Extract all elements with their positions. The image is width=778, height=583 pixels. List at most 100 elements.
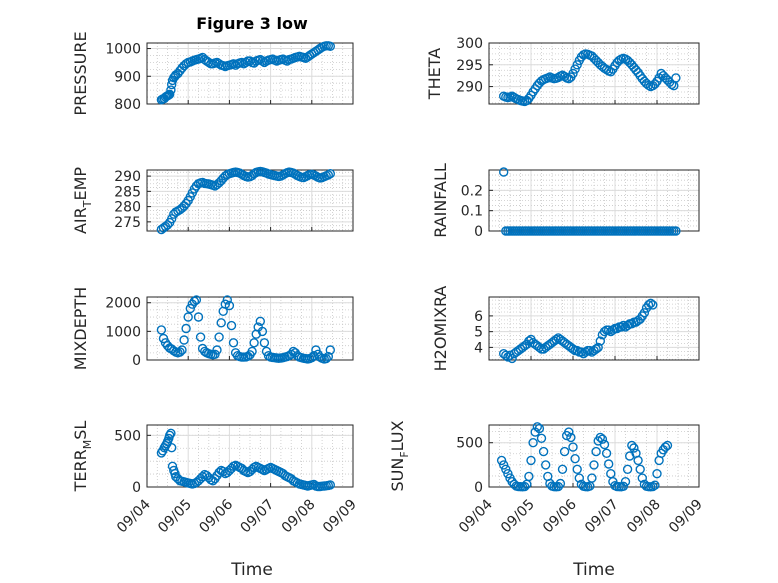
data-point [325, 168, 335, 179]
data-point [226, 320, 237, 331]
data-point [591, 344, 601, 354]
data-point [652, 469, 662, 479]
data-point [564, 427, 574, 437]
data-point [595, 432, 605, 443]
y-tick-label: 0.1 [461, 204, 483, 220]
data-point [551, 334, 561, 345]
data-point [195, 332, 206, 342]
data-point [214, 332, 224, 342]
x-tick-label: 09/05 [498, 497, 538, 537]
y-tick-label: 295 [456, 58, 483, 74]
data-point [568, 68, 578, 79]
y-axis-label: TERRMSL [71, 421, 94, 493]
subplot-2: 290 295 300 THETA [425, 36, 700, 107]
data-point [507, 353, 517, 364]
data-point [635, 464, 645, 474]
data-point [660, 442, 671, 452]
data-point [606, 469, 616, 479]
data-point [662, 440, 673, 451]
data-point [181, 323, 191, 334]
x-tick-label: 09/08 [279, 497, 319, 537]
y-tick-label: 500 [456, 436, 483, 452]
data-point [568, 442, 578, 452]
subplot-6: 456 H2OMIXRA [431, 286, 700, 371]
data-point [311, 345, 321, 355]
data-point [496, 455, 507, 466]
data-point [629, 443, 639, 453]
data-point [212, 345, 222, 355]
data-point [257, 326, 268, 337]
axes-frame [488, 42, 700, 105]
data-point [220, 299, 231, 309]
data-point [263, 351, 274, 361]
subplot-7: 0 500 TERRMSL 09/04 09/05 09/06 09/07 09/08 09/0… [71, 421, 360, 537]
y-tick-label: 280 [114, 200, 141, 216]
y-tick-label: 0 [132, 480, 141, 496]
y-axis-label: MIXDEPTH [71, 287, 90, 370]
data-point [325, 480, 335, 490]
data-point [210, 349, 220, 359]
data-point [249, 338, 259, 348]
subplot-8: 0 500 SUNFLUX 09/04 09/05 09/06 09/07 09/08 09/0… [388, 420, 706, 536]
subplot-1: 800 900 1000 PRESSURE [71, 31, 354, 116]
data-point [601, 448, 612, 458]
data-point [164, 90, 174, 100]
x-tick-label: 09/09 [666, 497, 706, 537]
data-point [218, 466, 228, 477]
axes-frame [488, 296, 700, 361]
x-tick-label: 09/06 [540, 496, 580, 536]
y-axis-label: SUNFLUX [388, 420, 411, 491]
data-point [559, 446, 570, 457]
data-point [166, 85, 176, 95]
data-point [224, 300, 235, 311]
data-point [620, 477, 631, 487]
data-point [616, 322, 626, 332]
data-point [177, 345, 187, 355]
data-point [589, 460, 599, 470]
data-point [499, 460, 509, 470]
data-point [637, 473, 647, 483]
x-axis-label-left: Time [230, 560, 273, 580]
data-point [671, 226, 681, 236]
data-point [222, 295, 233, 305]
data-point [321, 353, 331, 364]
data-point [643, 300, 654, 310]
x-tick-label: 09/04 [114, 496, 154, 536]
y-axis-label: PRESSURE [71, 31, 90, 115]
data-point [597, 434, 608, 444]
data-point [532, 422, 542, 432]
data-point [183, 312, 193, 322]
data-point [538, 446, 549, 457]
data-point [585, 345, 595, 356]
y-tick-label: 275 [114, 215, 141, 231]
data-point [259, 338, 270, 348]
data-point [627, 440, 637, 451]
data-point [648, 481, 658, 492]
data-point [591, 446, 601, 457]
data-point [164, 430, 175, 440]
data-point [536, 433, 547, 443]
data-point [555, 478, 566, 489]
figure-title: Figure 3 low [196, 14, 308, 33]
data-point [667, 79, 677, 90]
data-point [228, 338, 239, 348]
data-point [646, 298, 656, 308]
y-tick-label: 300 [456, 36, 483, 52]
data-point [604, 459, 614, 469]
data-point [247, 346, 257, 357]
data-point [593, 342, 603, 353]
data-point [499, 167, 509, 177]
data-point [639, 308, 650, 318]
x-tick-label: 09/05 [155, 497, 195, 537]
y-tick-label: 800 [114, 97, 141, 113]
y-tick-label: 500 [114, 428, 141, 444]
y-tick-label: 0.2 [461, 183, 483, 199]
data-point [570, 454, 580, 464]
data-point [643, 80, 654, 91]
data-point [156, 325, 167, 335]
data-point [185, 303, 196, 314]
data-point [158, 333, 169, 344]
data-point [197, 472, 208, 482]
data-point [189, 296, 200, 306]
